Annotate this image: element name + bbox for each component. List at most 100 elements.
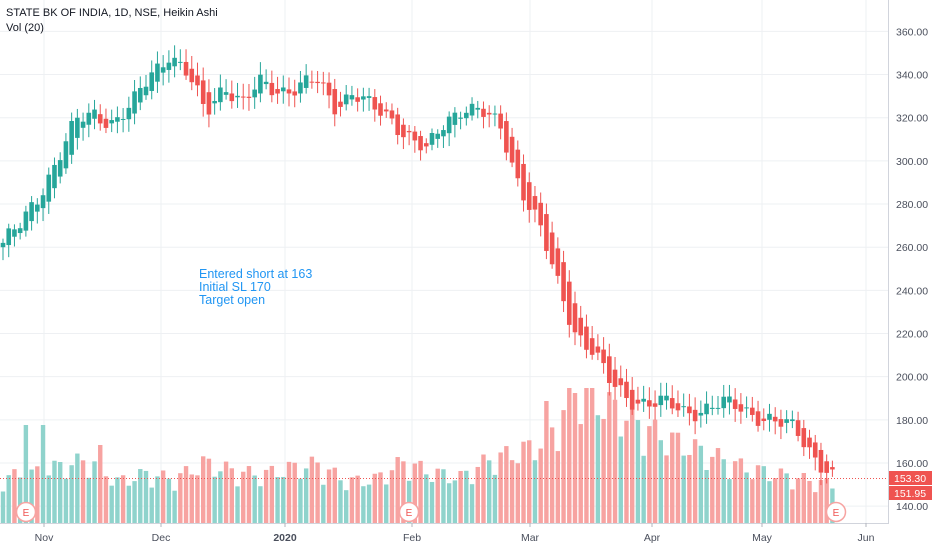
candle-body <box>418 136 423 151</box>
candle-body <box>223 92 229 95</box>
volume-bar <box>275 477 280 523</box>
volume-bar <box>755 465 761 523</box>
candle-body <box>321 82 326 84</box>
candle-body <box>6 228 12 246</box>
volume-bar <box>109 485 114 523</box>
volume-bar <box>732 461 738 523</box>
price-axis: 140.00 160.00 180.00 200.00 220.00 240.00 260.… <box>896 26 928 513</box>
candle-body <box>246 96 252 98</box>
candle-body <box>69 121 74 155</box>
candle-body <box>818 449 824 473</box>
candle-body <box>286 89 292 94</box>
price-tick-label: 200.00 <box>896 372 928 384</box>
candle-body <box>441 130 446 137</box>
earnings-marker[interactable]: E <box>15 501 37 523</box>
price-tick-label: 340.00 <box>896 70 928 82</box>
volume-bar <box>481 454 486 523</box>
volume-bar <box>544 401 549 523</box>
candle-body <box>578 317 584 336</box>
candle-body <box>790 419 795 422</box>
candle-body <box>200 80 206 104</box>
candle-body <box>92 109 97 119</box>
volume-bar <box>773 478 778 523</box>
price-tick-label: 280.00 <box>896 199 928 211</box>
volume-bar <box>361 486 366 523</box>
volume-bar <box>349 477 355 523</box>
candle-body <box>624 381 629 399</box>
volume-bar <box>641 455 646 523</box>
candle-body <box>172 57 177 67</box>
volume-bar <box>29 469 34 523</box>
chart-legend-title: STATE BK OF INDIA, 1D, NSE, Heikin Ashi <box>6 7 218 19</box>
candle-body <box>681 406 686 408</box>
candle-body <box>727 396 732 403</box>
candle-body <box>761 418 767 422</box>
candle-body <box>481 108 486 117</box>
price-tick-label: 300.00 <box>896 156 928 168</box>
candle-body <box>109 120 114 124</box>
volume-bar <box>567 388 572 523</box>
volume-bar <box>607 392 612 523</box>
volume-bar <box>515 463 520 523</box>
volume-bar <box>246 466 252 523</box>
candle-body <box>692 409 698 422</box>
candle-body <box>155 63 160 82</box>
volume-bar <box>206 458 212 523</box>
candle-body <box>750 407 755 415</box>
candle-body <box>263 81 269 85</box>
candle-body <box>275 89 280 94</box>
price-axis-border <box>888 0 889 524</box>
volume-bar <box>338 480 343 523</box>
candle-body <box>315 81 320 84</box>
candle-body <box>383 109 389 112</box>
price-tick-label: 140.00 <box>896 501 928 513</box>
candle-body <box>103 118 109 128</box>
candle-body <box>504 121 509 153</box>
date-tick-label: Nov <box>35 532 54 544</box>
candle-body <box>303 75 309 88</box>
volume-legend[interactable]: Vol (20) <box>6 22 44 34</box>
volume-bar <box>269 465 275 523</box>
candle-body <box>561 262 566 302</box>
volume-bar <box>475 466 480 523</box>
candle-body <box>738 404 744 412</box>
candle-body <box>298 82 303 94</box>
volume-bar <box>143 470 149 523</box>
volume-bar <box>412 463 418 523</box>
volume-bar <box>618 436 623 523</box>
candle-body <box>361 96 366 100</box>
volume-bar <box>355 475 360 523</box>
candle-body <box>486 112 492 115</box>
candle-body <box>721 396 727 409</box>
volume-bar <box>595 415 601 523</box>
candle-body <box>309 81 315 83</box>
candle-body <box>664 395 669 401</box>
volume-bar <box>132 481 137 523</box>
volume-bar <box>818 480 824 523</box>
price-tick-label: 260.00 <box>896 242 928 254</box>
candle-body <box>830 467 835 470</box>
volume-bar <box>681 455 686 523</box>
earnings-marker[interactable]: E <box>825 501 847 523</box>
volume-bar <box>0 491 6 523</box>
annotation-line-entry: Entered short at 163 <box>199 267 313 281</box>
candle-body <box>572 303 578 333</box>
candle-body <box>218 87 223 103</box>
volume-bar <box>464 470 469 523</box>
candle-body <box>641 398 646 402</box>
volume-bar <box>378 472 383 523</box>
volume-bars <box>0 388 835 523</box>
earnings-marker[interactable]: E <box>398 501 420 523</box>
candle-body <box>521 163 526 201</box>
candle-body <box>17 228 23 234</box>
volume-bar <box>687 454 692 523</box>
volume-bar <box>492 474 498 523</box>
candle-body <box>515 149 521 179</box>
candle-body <box>143 86 149 96</box>
candle-body <box>509 136 515 163</box>
volume-bar <box>446 483 452 523</box>
candle-body <box>137 87 143 103</box>
volume-bar <box>555 451 561 523</box>
volume-bar <box>344 490 349 523</box>
